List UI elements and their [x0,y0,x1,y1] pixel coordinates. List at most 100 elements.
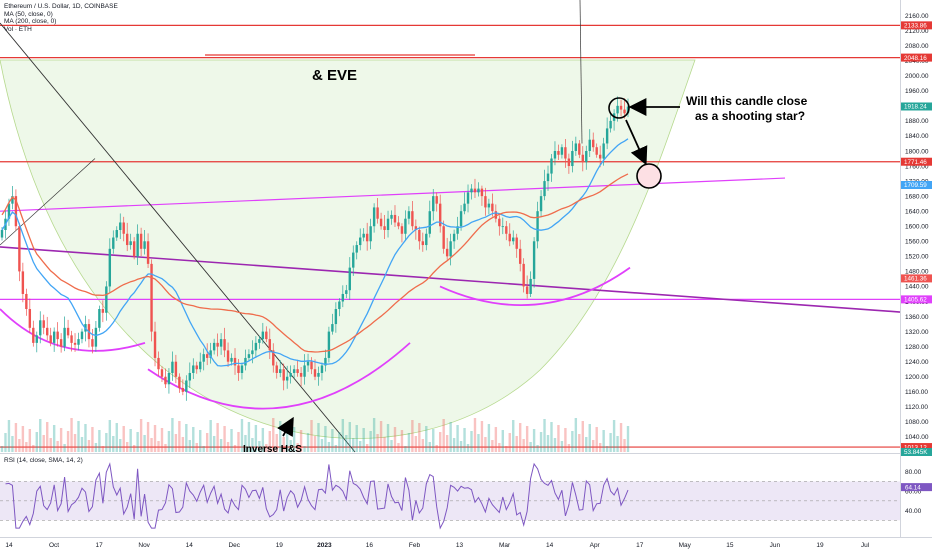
candle-body[interactable] [35,335,38,343]
candle-body[interactable] [292,369,296,373]
candle-body[interactable] [560,147,564,155]
candle-body[interactable] [146,241,150,264]
candle-body[interactable] [473,188,477,193]
candle-body[interactable] [383,226,386,230]
candle-body[interactable] [546,173,550,182]
candle-body[interactable] [42,320,45,328]
candle-body[interactable] [261,331,265,340]
candle-body[interactable] [414,226,418,230]
left-shoulder-arc[interactable] [0,308,146,352]
candle-body[interactable] [407,211,411,219]
candle-body[interactable] [327,331,331,358]
candle-body[interactable] [98,309,101,328]
candle-body[interactable] [11,196,14,204]
candle-body[interactable] [543,181,546,197]
candle-body[interactable] [435,196,438,204]
candle-body[interactable] [421,241,425,246]
candle-body[interactable] [46,327,49,336]
candle-body[interactable] [428,211,431,234]
candle-body[interactable] [108,248,112,287]
candle-body[interactable] [390,214,393,219]
candle-body[interactable] [432,196,435,212]
candle-body[interactable] [484,196,487,208]
ma50-line[interactable] [1,138,629,367]
candle-body[interactable] [456,226,459,234]
candle-body[interactable] [143,241,146,249]
candle-body[interactable] [164,376,167,385]
candle-body[interactable] [564,147,567,159]
candle-body[interactable] [185,380,188,392]
candle-body[interactable] [216,342,219,347]
candle-body[interactable] [425,233,428,246]
downtrend-line[interactable] [0,22,356,453]
candle-body[interactable] [77,339,80,345]
candle-body[interactable] [296,369,299,373]
candle-body[interactable] [598,154,602,159]
candle-body[interactable] [553,150,557,159]
candle-body[interactable] [132,241,136,257]
candle-body[interactable] [512,237,515,242]
candle-body[interactable] [459,211,463,227]
candle-body[interactable] [338,301,341,310]
candle-body[interactable] [404,218,407,234]
candle-body[interactable] [237,365,240,373]
candle-body[interactable] [567,158,571,167]
candle-body[interactable] [199,361,202,370]
candle-body[interactable] [477,188,480,193]
candle-body[interactable] [602,143,605,159]
candle-body[interactable] [310,361,313,370]
right-shoulder-arc[interactable] [439,266,631,307]
candle-body[interactable] [505,226,508,234]
candle-body[interactable] [341,293,345,302]
candle-body[interactable] [247,354,251,358]
candle-body[interactable] [616,105,619,114]
candle-body[interactable] [331,324,334,332]
candle-body[interactable] [32,327,35,343]
candle-body[interactable] [345,290,348,294]
candle-body[interactable] [63,327,66,347]
candle-body[interactable] [372,207,376,227]
candle-body[interactable] [21,271,25,294]
candle-body[interactable] [498,218,501,227]
candle-body[interactable] [571,150,574,167]
candle-body[interactable] [626,106,630,114]
candle-body[interactable] [359,237,362,246]
rsi-line[interactable] [5,462,629,530]
candle-body[interactable] [192,365,195,373]
candle-body[interactable] [0,230,4,238]
candle-body[interactable] [115,230,118,238]
candle-body[interactable] [365,233,369,242]
candle-body[interactable] [251,350,254,355]
candle-body[interactable] [258,339,261,343]
candle-body[interactable] [397,222,400,227]
candle-body[interactable] [376,207,379,219]
candle-body[interactable] [588,139,591,151]
candle-body[interactable] [463,203,466,212]
candle-body[interactable] [105,286,108,313]
candle-body[interactable] [592,139,595,148]
candle-body[interactable] [174,361,178,377]
candle-body[interactable] [25,293,28,310]
candle-body[interactable] [609,120,612,129]
candle-body[interactable] [525,286,529,294]
candle-body[interactable] [126,233,129,246]
candle-body[interactable] [539,196,543,212]
candle-body[interactable] [171,361,174,373]
candle-body[interactable] [574,143,578,151]
annotation-question-line2[interactable]: as a shooting star? [695,109,805,123]
candle-body[interactable] [501,226,504,228]
candle-body[interactable] [226,350,230,362]
candle-body[interactable] [279,369,282,373]
candle-body[interactable] [94,327,98,347]
candle-body[interactable] [167,372,171,385]
target-arrow[interactable] [625,119,648,166]
annotation-eve[interactable]: & EVE [312,67,357,84]
candle-body[interactable] [508,233,511,242]
candle-body[interactable] [418,230,421,242]
candle-body[interactable] [202,354,205,362]
candle-body[interactable] [73,342,77,345]
candle-body[interactable] [7,203,11,219]
candle-body[interactable] [355,245,358,253]
candle-body[interactable] [442,226,445,249]
